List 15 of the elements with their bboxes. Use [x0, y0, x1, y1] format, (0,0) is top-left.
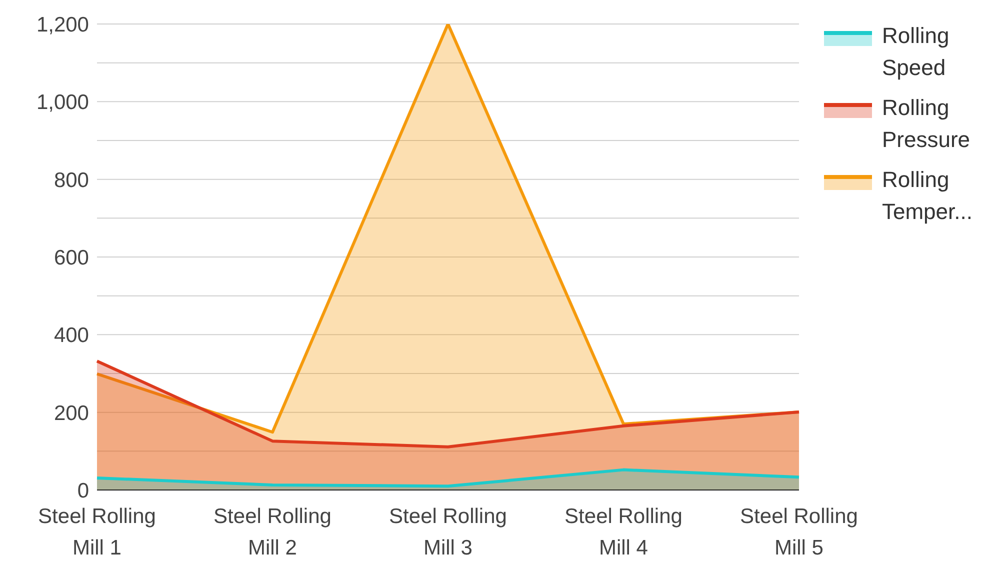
legend-label: Rolling Temper... [882, 166, 972, 226]
x-tick-label: Steel Rolling Mill 4 [564, 504, 682, 560]
x-tick-label: Steel Rolling Mill 3 [389, 504, 507, 560]
y-tick-label: 600 [54, 246, 89, 270]
x-tick-label: Steel Rolling Mill 2 [214, 504, 332, 560]
y-tick-label: 800 [54, 168, 89, 192]
legend-label: Rolling Speed [882, 22, 950, 82]
y-tick-label: 400 [54, 324, 89, 348]
legend-label: Rolling Pressure [882, 94, 970, 154]
x-tick-label: Steel Rolling Mill 5 [740, 504, 858, 560]
y-tick-label: 1,000 [36, 91, 89, 114]
y-tick-label: 0 [77, 479, 89, 502]
y-tick-label: 1,200 [36, 13, 89, 36]
x-tick-label: Steel Rolling Mill 1 [38, 504, 156, 560]
y-tick-label: 200 [54, 402, 89, 425]
